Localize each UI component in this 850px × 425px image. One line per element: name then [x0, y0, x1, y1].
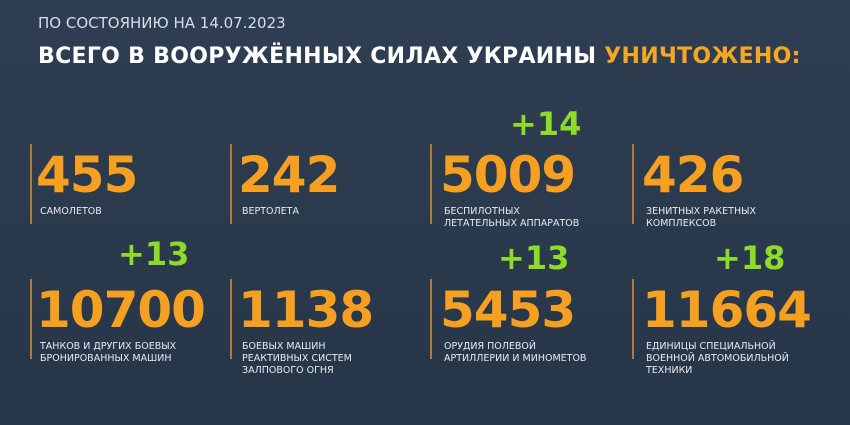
separator [30, 144, 32, 224]
stat-increment: +18 [714, 239, 786, 277]
title: ВСЕГО В ВООРУЖЁННЫХ СИЛАХ УКРАИНЫ УНИЧТО… [38, 44, 801, 69]
stat-label: БРОНИРОВАННЫХ МАШИН [40, 353, 172, 364]
stat-label: САМОЛЕТОВ [40, 206, 102, 217]
separator [230, 279, 232, 359]
stat-label: ЗЕНИТНЫХ РАКЕТНЫХ [646, 206, 757, 217]
title-accent: УНИЧТОЖЕНО: [604, 44, 801, 69]
stat-label: БЕСПИЛОТНЫХ [444, 206, 520, 217]
stat-value: 11664 [642, 281, 812, 339]
stat-label: ОРУДИЯ ПОЛЕВОЙ [444, 341, 537, 352]
separator [30, 279, 32, 359]
stat-label: АРТИЛЛЕРИИ И МИНОМЕТОВ [444, 353, 587, 364]
stat-increment: +14 [510, 105, 582, 143]
stat-label: ТЕХНИКИ [646, 365, 693, 376]
stat-increment: +13 [498, 239, 570, 277]
stat-label: КОМПЛЕКСОВ [646, 218, 717, 229]
separator [632, 279, 634, 359]
stat-value: 1138 [238, 281, 374, 339]
stat-label: ЛЕТАТЕЛЬНЫХ АППАРАТОВ [444, 218, 580, 229]
stat-value: 10700 [36, 281, 206, 339]
stat-value: 242 [238, 146, 340, 204]
separator [430, 279, 432, 359]
stat-value: 5453 [440, 281, 576, 339]
stat-value: 426 [642, 146, 744, 204]
separator [230, 144, 232, 224]
stat-label: ЕДИНИЦЫ СПЕЦИАЛЬНОЙ [646, 341, 776, 352]
stat-value: 455 [36, 146, 138, 204]
stat-label: ВОЕННОЙ АВТОМОБИЛЬНОЙ [646, 353, 789, 364]
stat-value: 5009 [440, 146, 576, 204]
stat-label: ЗАЛПОВОГО ОГНЯ [242, 365, 334, 376]
stat-increment: +13 [118, 235, 190, 273]
title-text: ВСЕГО В ВООРУЖЁННЫХ СИЛАХ УКРАИНЫ [38, 44, 597, 69]
stat-label: БОЕВЫХ МАШИН [242, 341, 326, 352]
separator [632, 144, 634, 224]
date-line: ПО СОСТОЯНИЮ НА 14.07.2023 [38, 14, 286, 32]
stat-label: РЕАКТИВНЫХ СИСТЕМ [242, 353, 352, 364]
separator [430, 144, 432, 224]
stat-label: ВЕРТОЛЕТА [242, 206, 299, 217]
stat-label: ТАНКОВ И ДРУГИХ БОЕВЫХ [40, 341, 177, 352]
